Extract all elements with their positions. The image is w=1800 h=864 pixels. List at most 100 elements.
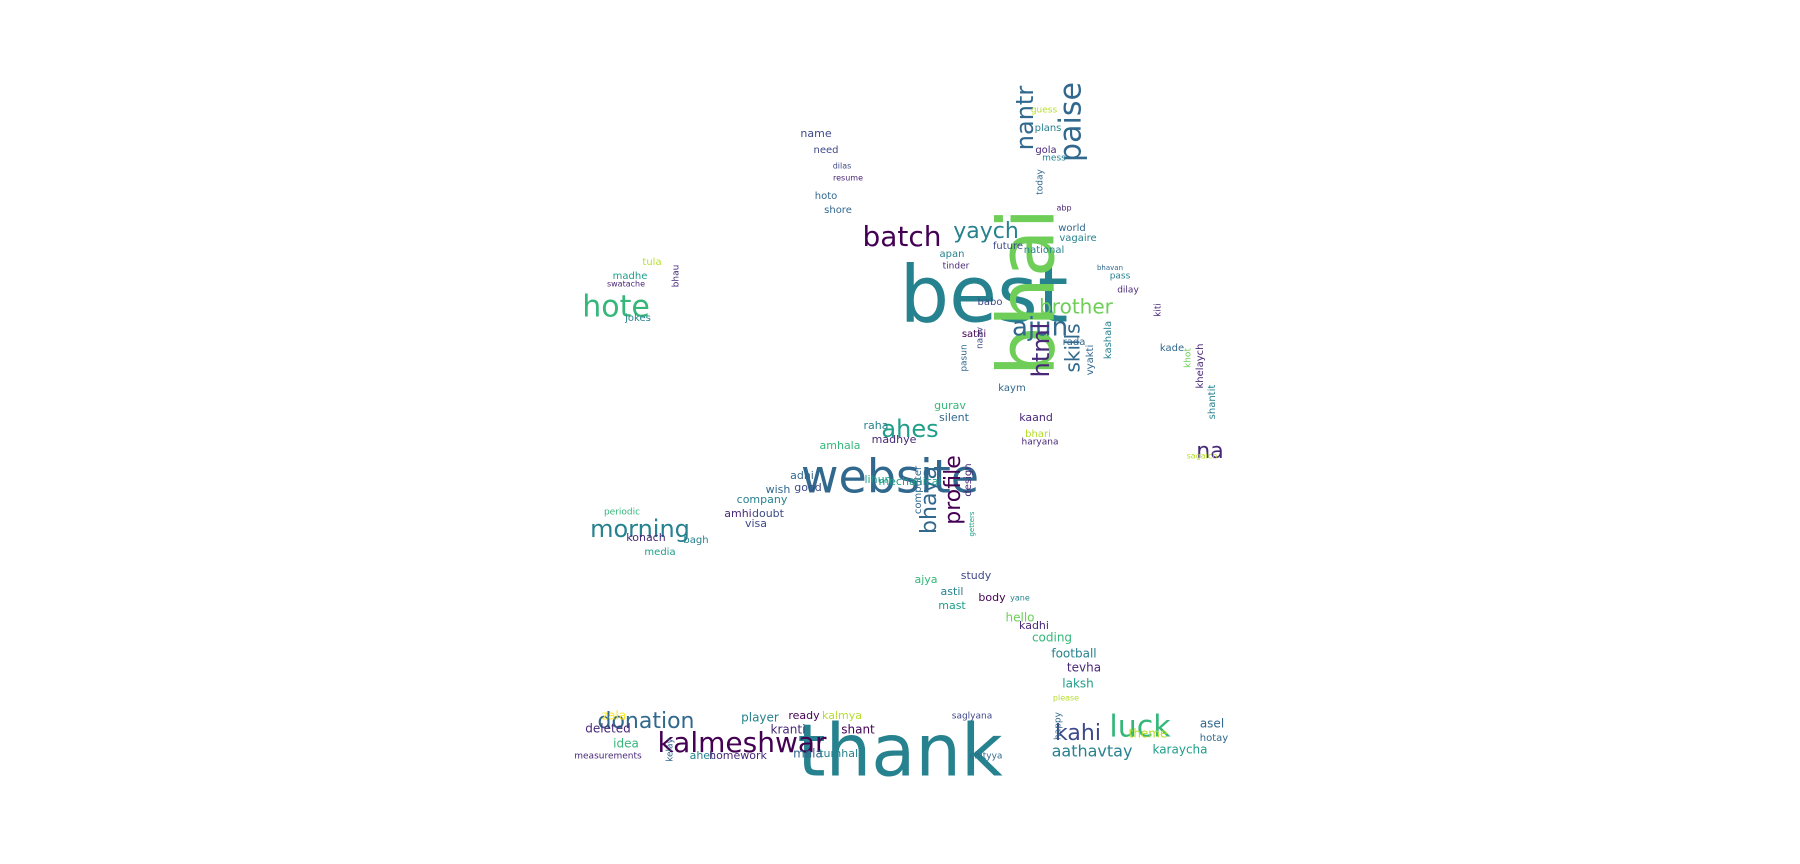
- word-bagh: bagh: [683, 535, 708, 546]
- word-tevha: tevha: [1067, 661, 1101, 675]
- word-hotay: hotay: [1200, 733, 1229, 744]
- word-please: please: [1053, 694, 1079, 703]
- word-resume: resume: [833, 174, 863, 183]
- word-hello: hello: [1006, 611, 1035, 625]
- word-apan: apan: [940, 249, 965, 260]
- word-theme: theme: [1129, 727, 1168, 741]
- word-deleted: deleted: [585, 722, 630, 736]
- word-hote: hote: [582, 290, 650, 325]
- word-silent: silent: [939, 411, 970, 424]
- word-donation: donation: [598, 709, 695, 734]
- word-national: national: [1024, 245, 1065, 256]
- word-haryana: haryana: [1022, 438, 1059, 448]
- word-aathavtay: aathavtay: [1052, 742, 1133, 761]
- word-swatache: swatache: [607, 280, 645, 289]
- word-zala: zala: [602, 709, 626, 723]
- word-player: player: [741, 711, 779, 725]
- word-batch: batch: [862, 220, 941, 253]
- word-happy: happy: [1054, 711, 1064, 740]
- word-ahes: ahes: [881, 415, 938, 443]
- word-bhaya: bhaya: [917, 466, 942, 534]
- word-laksh: laksh: [1062, 677, 1094, 691]
- word-yaych: yaych: [953, 219, 1019, 244]
- word-raha: raha: [864, 419, 889, 432]
- word-idea: idea: [613, 737, 639, 751]
- word-asel: asel: [1200, 717, 1224, 731]
- word-kalmeshwar: kalmeshwar: [657, 726, 827, 759]
- word-football: football: [1051, 647, 1096, 661]
- word-kashala: kashala: [1103, 321, 1114, 359]
- word-gola: gola: [1035, 145, 1056, 156]
- word-computer: computer: [913, 465, 924, 514]
- word-best: best: [900, 250, 1069, 340]
- word-madhye: madhye: [872, 433, 917, 446]
- word-measurements: measurements: [574, 752, 642, 762]
- word-bhari: bhari: [1025, 429, 1051, 440]
- word-luck: luck: [1109, 710, 1171, 745]
- word-ajya: ajya: [914, 573, 937, 586]
- word-yane: yane: [1010, 594, 1030, 603]
- word-study: study: [961, 569, 992, 582]
- word-shant: shant: [841, 723, 875, 737]
- word-kaand: kaand: [1019, 411, 1053, 424]
- word-today: today: [1036, 169, 1046, 195]
- word-ajun: ajun: [1012, 313, 1068, 343]
- word-khot: khot: [1184, 348, 1194, 368]
- word-skills: skills: [1061, 323, 1085, 372]
- word-periodic: periodic: [604, 508, 640, 518]
- word-abp: abp: [1056, 204, 1071, 213]
- word-kalmya: kalmya: [822, 709, 862, 722]
- word-world: world: [1058, 223, 1086, 234]
- word-chityya: chityya: [970, 752, 1003, 762]
- word-getters: getters: [968, 511, 976, 536]
- word-tumhala: tumhala: [819, 747, 865, 760]
- word-amhala: amhala: [820, 439, 861, 452]
- word-dilas: dilas: [833, 162, 852, 171]
- word-sagaich: sagaich: [1187, 452, 1218, 461]
- word-hoto: hoto: [815, 191, 838, 202]
- word-bhau: bhau: [672, 265, 682, 288]
- word-guess: guess: [1031, 106, 1058, 116]
- word-jokes: jokes: [624, 313, 651, 324]
- word-future: future: [993, 241, 1023, 252]
- word-naav: naav: [976, 326, 986, 349]
- word-need: need: [814, 145, 839, 156]
- word-nantr: nantr: [1011, 86, 1039, 151]
- word-body: body: [978, 591, 1006, 604]
- word-shantit: shantit: [1207, 385, 1218, 420]
- word-mala: mala: [793, 747, 823, 761]
- word-brother: brother: [1039, 295, 1114, 319]
- word-amhi: amhi: [724, 507, 751, 520]
- word-saglyana: saglyana: [952, 712, 992, 722]
- word-kaym: kaym: [998, 383, 1025, 394]
- word-vyakti: vyakti: [1085, 345, 1096, 375]
- word-babo: babo: [978, 297, 1003, 308]
- word-homework: homework: [709, 749, 767, 762]
- word-company: company: [737, 493, 788, 506]
- word-madhe: madhe: [613, 271, 648, 282]
- word-plans: plans: [1035, 123, 1062, 134]
- word-morning: morning: [590, 515, 690, 543]
- word-design: design: [963, 463, 974, 496]
- word-konach: konach: [626, 531, 665, 544]
- word-html: html: [1027, 323, 1055, 378]
- word-kade: kade: [1160, 343, 1184, 354]
- word-adhi: adhi: [790, 469, 814, 482]
- word-sathi: sathi: [962, 329, 986, 340]
- word-visa: visa: [745, 517, 767, 530]
- word-thank: thank: [797, 709, 1003, 793]
- word-pasun: pasun: [960, 344, 970, 371]
- word-khelaych: khelaych: [1195, 344, 1206, 389]
- word-wish: wish: [766, 483, 791, 496]
- word-name: name: [800, 127, 831, 140]
- word-shore: shore: [824, 205, 852, 216]
- word-doubt: doubt: [752, 507, 785, 520]
- word-astil: astil: [941, 585, 964, 598]
- word-kiti: kiti: [1154, 303, 1164, 317]
- word-coding: coding: [1032, 631, 1072, 645]
- word-kahi: kahi: [1055, 721, 1101, 746]
- word-rada: rada: [1063, 337, 1086, 348]
- word-karaycha: karaycha: [1152, 743, 1207, 757]
- word-dilay: dilay: [1117, 286, 1139, 296]
